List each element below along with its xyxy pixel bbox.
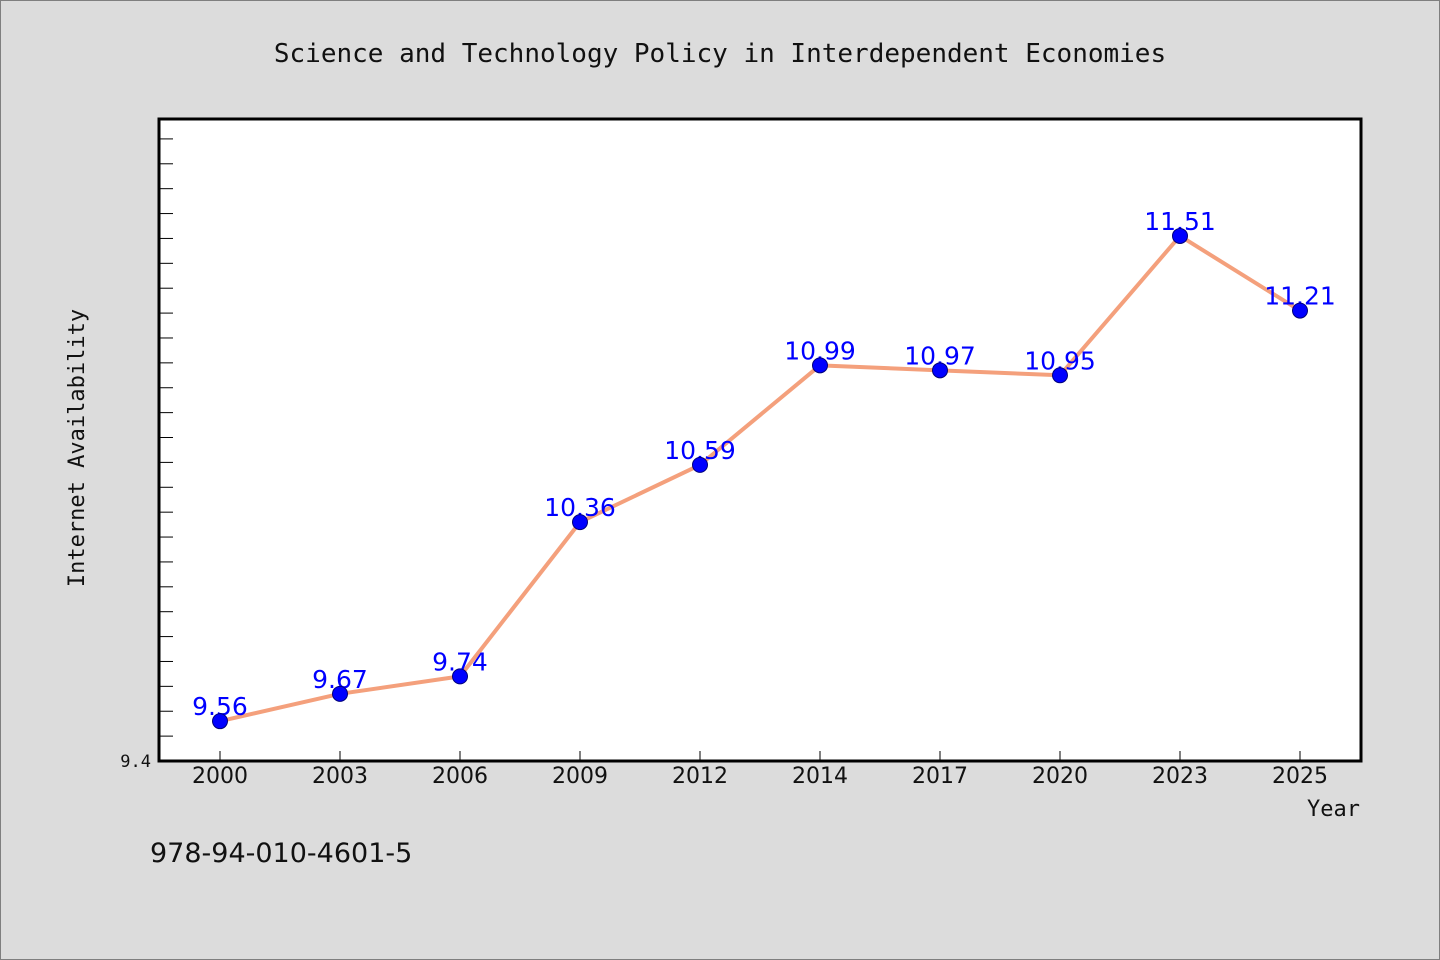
data-point-marker: [1052, 367, 1068, 384]
x-tick-label: 2023: [1152, 764, 1208, 789]
x-tick-label: 2012: [672, 764, 728, 789]
x-tick-label: 2006: [432, 764, 488, 789]
y-tick-label: 9.4: [120, 752, 151, 772]
data-point-marker: [932, 362, 948, 379]
chart-title: Science and Technology Policy in Interde…: [274, 39, 1166, 69]
isbn-text: 978-94-010-4601-5: [150, 838, 412, 869]
data-point-marker: [572, 514, 588, 531]
data-point-marker: [812, 357, 828, 374]
data-point-marker: [692, 456, 708, 473]
x-tick-label: 2020: [1032, 764, 1088, 789]
data-point-marker: [1292, 302, 1308, 319]
series-line-group: [218, 233, 1302, 724]
x-tick-label: 2017: [912, 764, 968, 789]
x-tick-label: 2025: [1272, 764, 1328, 789]
data-point-marker: [212, 713, 228, 730]
x-tick-label: 2014: [792, 764, 848, 789]
y-axis-label: Internet Availability: [65, 309, 90, 587]
series-line: [218, 233, 1302, 724]
x-tick-labels: 2000 2003 2006 2009 2012 2014 2017 2020 2023 2025: [192, 764, 1328, 789]
markers-group: [212, 227, 1308, 730]
data-point-marker: [332, 685, 348, 702]
x-axis-ticks: [219, 751, 1301, 761]
x-tick-label: 2000: [192, 764, 248, 789]
x-tick-label: 2009: [552, 764, 608, 789]
y-axis-ticks: [159, 138, 173, 737]
x-tick-label: 2003: [312, 764, 368, 789]
data-point-marker: [452, 668, 468, 685]
x-axis-label: Year: [1307, 797, 1360, 822]
plot-area: [157, 117, 1363, 763]
data-point-marker: [1172, 227, 1188, 244]
